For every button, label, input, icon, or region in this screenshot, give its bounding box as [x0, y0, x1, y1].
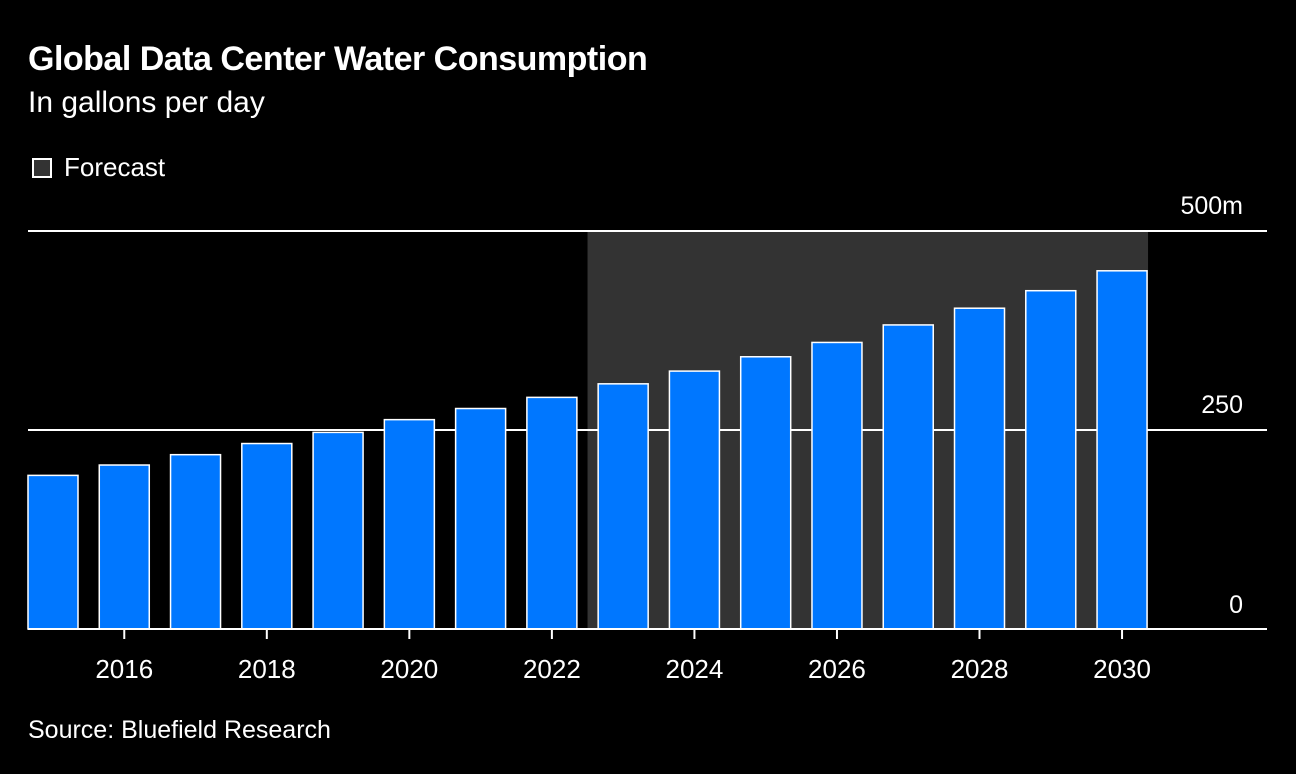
x-tick-label-2024: 2024: [666, 654, 724, 684]
bar-2029: [1025, 289, 1077, 630]
bar-2026: [811, 341, 863, 630]
y-tick-label-500m: 500m: [1180, 192, 1243, 220]
chart-source: Source: Bluefield Research: [28, 716, 331, 744]
bar-2025: [739, 356, 792, 630]
chart-subtitle: In gallons per day: [28, 86, 265, 119]
bar-2030: [1096, 270, 1148, 630]
x-tick-label-2020: 2020: [380, 654, 438, 684]
x-tick-label-2028: 2028: [951, 654, 1009, 684]
bar-2022: [526, 396, 578, 630]
bar-2017: [169, 453, 222, 630]
bar-2016: [98, 464, 151, 630]
bar-2020: [383, 418, 436, 630]
chart-title: Global Data Center Water Consumption: [28, 40, 648, 78]
x-tick-label-2018: 2018: [238, 654, 296, 684]
bar-2019: [312, 431, 364, 630]
y-tick-label-250: 250: [1201, 391, 1243, 419]
x-tick-label-2026: 2026: [808, 654, 866, 684]
y-tick-label-0: 0: [1229, 591, 1243, 619]
bar-2023: [597, 383, 649, 630]
legend: Forecast: [32, 152, 165, 183]
forecast-legend-label: Forecast: [64, 152, 166, 182]
bar-2027: [882, 324, 934, 630]
bar-2015: [27, 474, 79, 630]
bar-2018: [241, 442, 293, 630]
bar-2021: [454, 407, 507, 630]
bar-2024: [668, 370, 721, 630]
x-tick-label-2030: 2030: [1093, 654, 1151, 684]
forecast-legend-swatch: [32, 157, 52, 178]
x-tick-label-2016: 2016: [95, 654, 153, 684]
x-tick-label-2022: 2022: [523, 654, 581, 684]
bar-2028: [953, 307, 1006, 630]
